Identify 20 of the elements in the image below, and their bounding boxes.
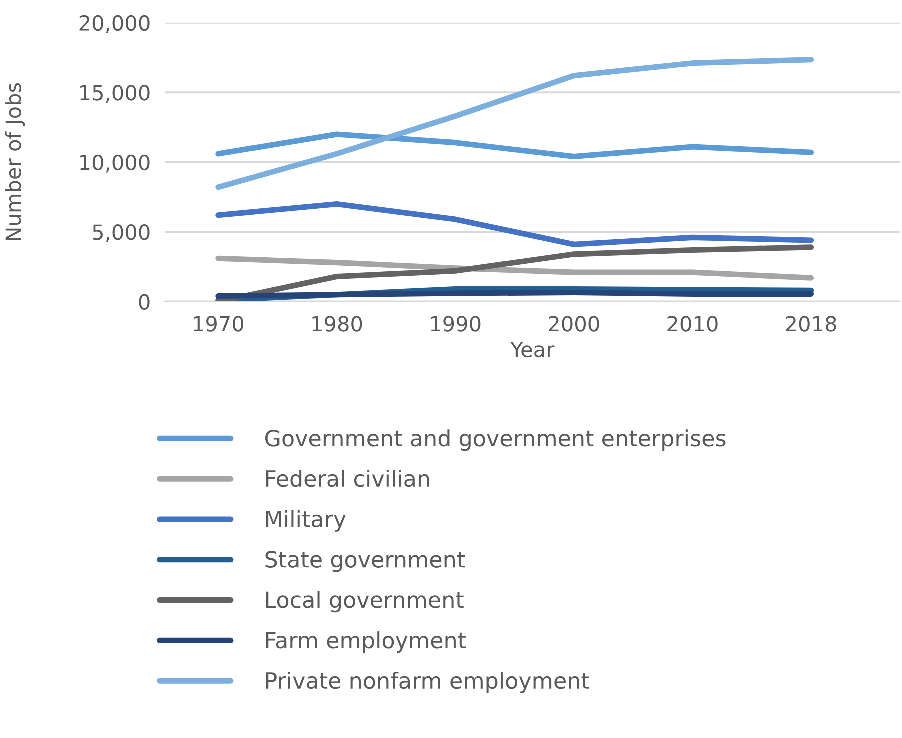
legend-label: Private nonfarm employment bbox=[266, 672, 590, 694]
y-axis-title: Number of Jobs bbox=[5, 83, 26, 240]
x-tick-label: 1980 bbox=[312, 316, 362, 332]
x-tick-label: 1970 bbox=[194, 316, 244, 332]
y-tick-label: 5,000 bbox=[93, 224, 150, 242]
x-tick-label: 2010 bbox=[668, 316, 718, 332]
y-tick-label: 0 bbox=[139, 294, 150, 310]
legend-label: Farm employment bbox=[266, 632, 466, 654]
legend-label: Military bbox=[266, 510, 346, 532]
x-tick-label: 2000 bbox=[549, 316, 600, 332]
x-axis-title: Year bbox=[510, 342, 555, 358]
x-tick-label: 2018 bbox=[786, 316, 836, 332]
y-tick-label: 15,000 bbox=[80, 85, 150, 103]
y-tick-label: 10,000 bbox=[80, 154, 150, 173]
legend-label: Federal civilian bbox=[266, 470, 430, 488]
x-tick-label: 1990 bbox=[431, 316, 481, 332]
y-tick-label: 20,000 bbox=[80, 15, 150, 34]
legend-label: Local government bbox=[266, 591, 464, 613]
legend-label: State government bbox=[266, 551, 466, 572]
legend-label: Government and government enterprises bbox=[266, 430, 726, 452]
